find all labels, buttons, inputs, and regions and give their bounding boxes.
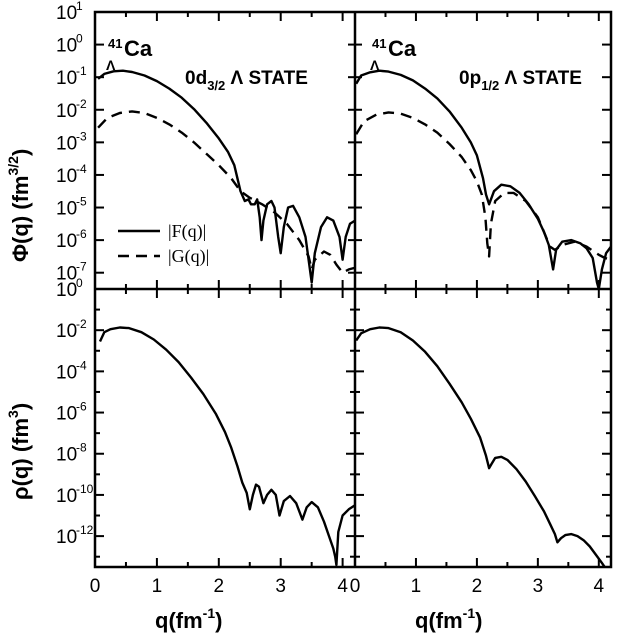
nucleus-mass: 41 [372,36,386,51]
nucleus-symbol: Ca [388,36,417,61]
x-tick-label: 3 [275,576,286,597]
x-axis-label-close: ) [475,608,482,633]
state-sub: 3/2 [207,78,225,93]
series-line-top-left-f [97,69,355,284]
y-tick-label: 10 [56,445,77,466]
y-tick-label: 10 [56,527,77,548]
x-tick-label: 4 [337,576,348,597]
y-axis-label-bottom-exponent: 3 [5,410,21,418]
y-tick-label: 10 [56,199,77,220]
series-curves [97,69,611,567]
x-axis-label-exponent: -1 [203,605,216,621]
y-tick-exponent: -6 [76,400,87,414]
x-axis-label-exponent: -1 [463,605,476,621]
y-axis-label-bottom-close: ) [8,403,33,410]
state-label-left: 0d3/2 Λ STATE [185,68,308,93]
nucleus-label-left: 41 Λ Ca [106,36,153,73]
state-prefix: 0d [185,68,207,89]
nucleus-sub: Λ [370,57,380,73]
x-axis-label-right: q(fm-1) [415,605,482,633]
y-tick-exponent: 0 [76,32,83,46]
x-axis-label-main: q(fm [415,608,463,633]
x-tick-label: 0 [90,576,101,597]
y-tick-exponent: -2 [76,317,87,331]
y-tick-exponent: -12 [76,523,94,537]
y-tick-exponent: -4 [76,162,87,176]
x-tick-label: 2 [472,576,483,597]
y-tick-exponent: -8 [76,441,87,455]
nucleus-symbol: Ca [124,36,153,61]
axis-ticks [94,11,611,567]
y-tick-exponent: -7 [76,260,87,274]
nucleus-mass: 41 [108,36,122,51]
y-tick-label: 10 [56,264,77,285]
x-tick-label: 3 [533,576,544,597]
y-tick-exponent: -6 [76,227,87,241]
y-axis-label-bottom-main: ρ(q) (fm [8,418,33,500]
series-line-top-right-f [355,69,611,289]
series-line-top-right-g [355,111,611,261]
x-axis-label-close: ) [215,608,222,633]
y-tick-exponent: -5 [76,195,87,209]
y-axis-label-top: Φ(q) (fm3/2) [5,149,33,262]
y-tick-label: 10 [56,231,77,252]
y-tick-label: 10 [56,321,77,342]
state-suffix: Λ STATE [225,68,308,89]
state-sub: 1/2 [481,78,499,93]
y-tick-exponent: -3 [76,129,87,143]
y-axis-label-top-close: ) [8,149,33,156]
series-line-bottom-left-f [98,326,355,567]
state-prefix: 0p [459,68,481,89]
series-line-top-left-g [97,110,355,274]
y-tick-label: 10 [56,133,77,154]
y-tick-label: 10 [56,362,77,383]
y-tick-exponent: -2 [76,97,87,111]
y-tick-label: 10 [56,486,77,507]
y-tick-exponent: 1 [76,0,83,13]
x-tick-label: 1 [152,576,163,597]
y-axis-label-top-exponent: 3/2 [5,156,21,176]
y-tick-exponent: -1 [76,64,87,78]
x-tick-label: 1 [411,576,422,597]
nucleus-sub: Λ [106,57,116,73]
y-tick-label: 10 [56,166,77,187]
series-line-bottom-right-f [355,326,607,567]
y-tick-label: 10 [56,101,77,122]
legend-label-g: |G(q)| [168,246,209,267]
y-axis-label-bottom: ρ(q) (fm3) [5,403,33,500]
x-tick-label: 2 [214,576,225,597]
legend: |F(q)| |G(q)| [118,221,209,267]
x-tick-label: 0 [350,576,361,597]
state-suffix: Λ STATE [499,68,582,89]
y-tick-label: 10 [56,280,77,301]
x-tick-label: 4 [594,576,605,597]
y-tick-label: 10 [56,68,77,89]
y-tick-label: 10 [56,3,77,24]
y-tick-exponent: 0 [76,276,83,290]
nucleus-label-right: 41 Λ Ca [370,36,417,73]
x-axis-label-main: q(fm [155,608,203,633]
x-axis-label-left: q(fm-1) [155,605,222,633]
legend-label-f: |F(q)| [168,221,206,242]
y-tick-exponent: -10 [76,482,94,496]
y-tick-label: 10 [56,404,77,425]
y-axis-label-top-main: Φ(q) (fm [8,176,33,262]
state-label-right: 0p1/2 Λ STATE [459,68,582,93]
y-tick-label: 10 [56,36,77,57]
y-tick-exponent: -4 [76,358,87,372]
